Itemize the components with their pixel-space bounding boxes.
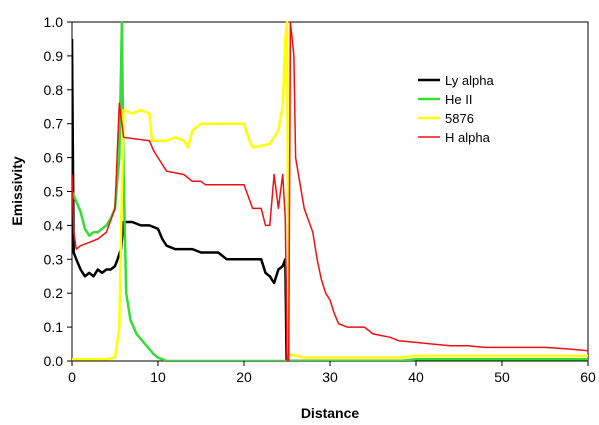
y-tick-label-3: 0.3 [44, 251, 64, 267]
y-tick-label-2: 0.2 [44, 285, 64, 301]
y-tick-label-8: 0.8 [44, 82, 64, 98]
y-tick-label-10: 1.0 [44, 14, 64, 30]
y-tick-label-0: 0.0 [44, 353, 64, 369]
legend-label-1: He II [445, 92, 472, 107]
plot-area: 0.0 0.1 0.2 0.3 0.4 0.5 0.6 0.7 0.8 0.9 1.0 0 10 20 30… [44, 14, 596, 385]
y-tick-label-4: 0.4 [44, 217, 64, 233]
legend-label-2: 5876 [445, 111, 474, 126]
series-line-h-alpha [72, 21, 588, 361]
legend: Ly alpha He II 5876 H alpha [418, 73, 494, 145]
x-tick-label-5: 50 [494, 369, 510, 385]
y-tick-label-5: 0.5 [44, 184, 64, 200]
legend-label-0: Ly alpha [445, 73, 494, 88]
y-tick-label-1: 0.1 [44, 319, 64, 335]
x-tick-label-4: 40 [408, 369, 424, 385]
x-tick-label-1: 10 [150, 369, 166, 385]
x-tick-label-3: 30 [322, 369, 338, 385]
y-tick-label-6: 0.6 [44, 150, 64, 166]
series-line-5876 [72, 21, 588, 361]
x-tick-label-2: 20 [236, 369, 252, 385]
y-axis-title: Emissivity [9, 156, 25, 225]
legend-label-3: H alpha [445, 130, 491, 145]
series-line-he-ii [72, 21, 588, 361]
y-tick-label-9: 0.9 [44, 48, 64, 64]
y-tick-label-7: 0.7 [44, 116, 64, 132]
series-line-ly-alpha [72, 38, 588, 361]
x-axis-title: Distance [301, 405, 360, 421]
x-tick-label-6: 60 [580, 369, 596, 385]
x-tick-label-0: 0 [68, 369, 76, 385]
